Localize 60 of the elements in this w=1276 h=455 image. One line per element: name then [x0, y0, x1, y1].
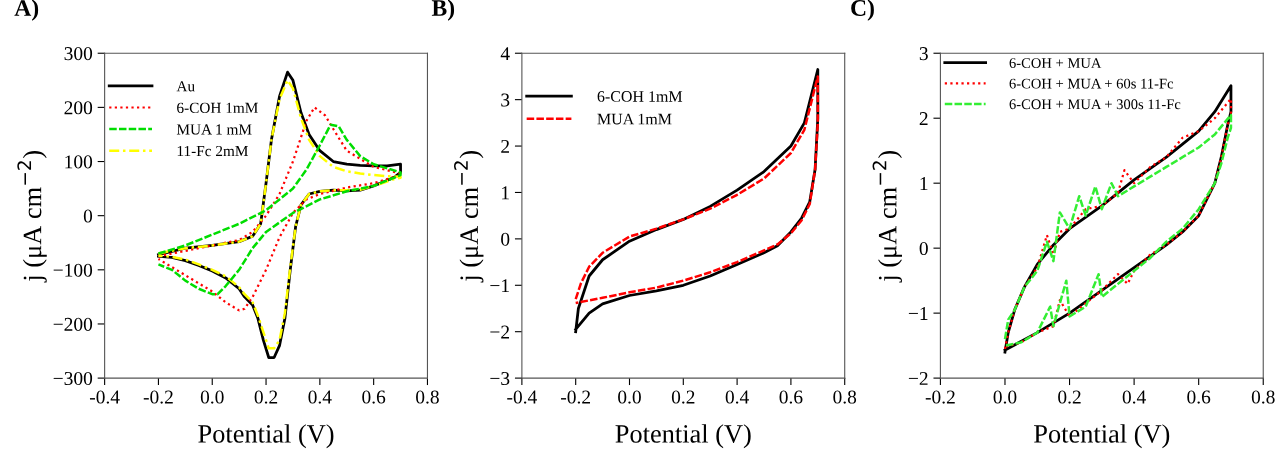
y-tick-label: 1: [920, 177, 928, 190]
legend-label: 6-COH + MUA + 300s 11-Fc: [1009, 99, 1181, 110]
y-tick-label: −200: [53, 317, 93, 331]
y-tick-label: 0: [501, 232, 510, 246]
x-tick-label: 0.8: [416, 390, 439, 404]
x-tick-label: 0.0: [618, 390, 641, 404]
legend-label: 11-Fc 2mM: [177, 145, 248, 157]
x-tick-label: -0.2: [143, 390, 173, 404]
chart-title: A): [14, 0, 39, 21]
legend-label: Au: [176, 81, 195, 92]
y-tick-label: 1: [502, 186, 509, 200]
x-tick-label: 0.0: [200, 390, 224, 404]
chart-title: B): [431, 0, 455, 21]
x-tick-label: -0.4: [89, 390, 120, 404]
y-tick-label: −100: [53, 263, 93, 277]
x-tick-label: -0.2: [925, 390, 955, 404]
y-axis-title: j (μA cm$^{−2}$): [17, 151, 47, 283]
y-tick-label: −1: [908, 307, 928, 320]
legend-label: 6-COH 1mM: [177, 102, 258, 113]
x-tick-label: 0.8: [1251, 390, 1275, 404]
x-axis-title: Potential (V): [1034, 424, 1170, 449]
x-tick-label: 0.6: [779, 390, 803, 404]
y-tick-label: 4: [500, 47, 510, 60]
y-axis-title: j (μA cm$^{−2}$): [872, 151, 902, 283]
line-series: [157, 123, 402, 296]
legend-label: 6-COH 1mM: [597, 91, 683, 102]
y-tick-label: −3: [490, 371, 510, 386]
x-tick-label: 0.4: [308, 390, 332, 404]
x-tick-label: 0.2: [254, 390, 278, 404]
x-axis-title: Potential (V): [198, 424, 334, 449]
y-tick-label: 3: [919, 47, 928, 61]
y-tick-label: 100: [65, 155, 93, 169]
x-tick-label: 0.6: [362, 390, 386, 404]
y-tick-label: −2: [490, 325, 510, 339]
x-tick-label: 0.6: [1187, 390, 1211, 404]
x-tick-label: 0.0: [993, 390, 1017, 404]
x-tick-label: 0.4: [1122, 390, 1146, 404]
x-tick-label: 0.2: [1058, 390, 1081, 404]
y-axis-title: j (μA cm$^{−2}$): [454, 151, 484, 283]
legend-label: MUA 1 mM: [176, 124, 252, 135]
y-tick-label: −2: [908, 371, 928, 385]
legend-label: MUA 1mM: [597, 113, 672, 125]
legend-label: 6-COH + MUA + 60s 11-Fc: [1009, 78, 1174, 89]
y-tick-label: 3: [501, 93, 510, 107]
y-tick-label: 300: [64, 47, 93, 61]
x-tick-label: -0.4: [507, 390, 537, 404]
x-tick-label: -0.2: [561, 390, 591, 404]
y-tick-label: −300: [53, 371, 93, 386]
legend-label: 6-COH + MUA: [1009, 58, 1102, 68]
x-axis-title: Potential (V): [615, 424, 751, 449]
y-tick-label: 2: [501, 139, 510, 153]
x-tick-label: 0.4: [725, 390, 749, 404]
chart-title: C): [851, 0, 874, 21]
y-tick-label: −1: [490, 279, 509, 293]
y-tick-label: 0: [919, 241, 928, 256]
x-tick-label: 0.2: [671, 390, 695, 404]
y-tick-label: 0: [83, 209, 93, 223]
x-tick-label: 0.8: [833, 390, 857, 404]
y-tick-label: 2: [919, 112, 928, 125]
y-tick-label: 200: [64, 101, 93, 115]
